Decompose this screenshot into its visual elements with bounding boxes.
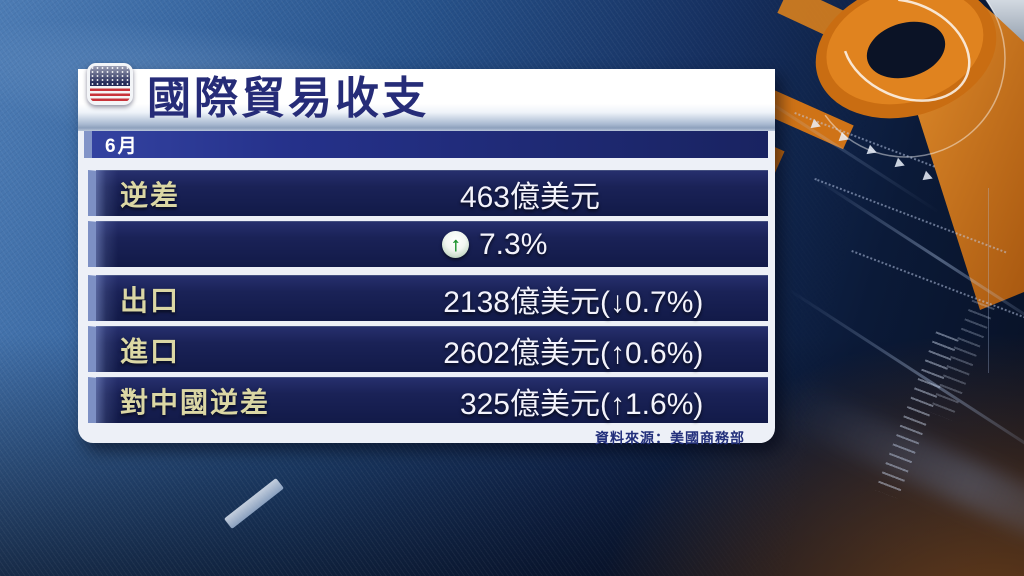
up-arrow-glyph: ↑ (450, 233, 461, 256)
row-value-unit: 億美元(↑0.6%) (510, 336, 704, 370)
row-value-unit: 億美元 (510, 180, 600, 214)
logo-ring-icon (815, 0, 997, 119)
period-label: 6月 (105, 136, 139, 157)
period-bar: 6月 (84, 131, 768, 158)
green-up-arrow-icon: ↑ (442, 231, 469, 258)
us-flag-icon (87, 63, 133, 105)
panel-footer: 資料來源：美國商務部 (78, 428, 775, 448)
row-value-number: 463 (459, 180, 510, 214)
row-value-unit: 億美元(↓0.7%) (510, 285, 704, 319)
row-value: 2138 億美元(↓0.7%) (398, 277, 703, 321)
panel-header: 國際貿易收支 (78, 63, 775, 131)
change-percent: 7.3% (479, 227, 548, 261)
table-row-china-deficit: 對中國逆差 325 億美元(↑1.6%) (88, 377, 768, 423)
table-row-exports: 出口 2138 億美元(↓0.7%) (88, 275, 768, 321)
panel-body: 逆差 463 億美元 ↑ 7.3% 出口 2138 億美元(↓0. (78, 158, 775, 423)
row-label: 進口 (120, 335, 181, 367)
logo-orbit-line-icon (806, 0, 1006, 158)
row-value-number: 2602 (443, 336, 510, 370)
row-label: 對中國逆差 (120, 386, 271, 418)
logo-corner-slab-icon (986, 0, 1024, 42)
panel-title: 國際貿易收支 (147, 74, 429, 123)
backdrop-vertical-line (988, 188, 989, 373)
table-row-deficit-change: ↑ 7.3% (88, 221, 768, 267)
table-row-imports: 進口 2602 億美元(↑0.6%) (88, 326, 768, 372)
row-value: 325 億美元(↑1.6%) (398, 379, 703, 423)
row-label: 逆差 (120, 179, 181, 211)
table-row-deficit: 逆差 463 億美元 (88, 170, 768, 216)
source-note: 資料來源：美國商務部 (595, 430, 745, 446)
row-value: 2602 億美元(↑0.6%) (398, 328, 703, 372)
row-value-number: 2138 (443, 285, 510, 319)
us-flag-gloss (90, 66, 130, 102)
row-value-number: 325 (459, 387, 510, 421)
row-value-unit: 億美元(↑1.6%) (510, 387, 704, 421)
change-indicator: ↑ 7.3% (442, 228, 547, 262)
row-value: 463 億美元 (398, 172, 600, 216)
row-label: 出口 (120, 284, 181, 316)
trade-balance-panel: 國際貿易收支 6月 逆差 463 億美元 ↑ 7.3% (78, 63, 775, 446)
